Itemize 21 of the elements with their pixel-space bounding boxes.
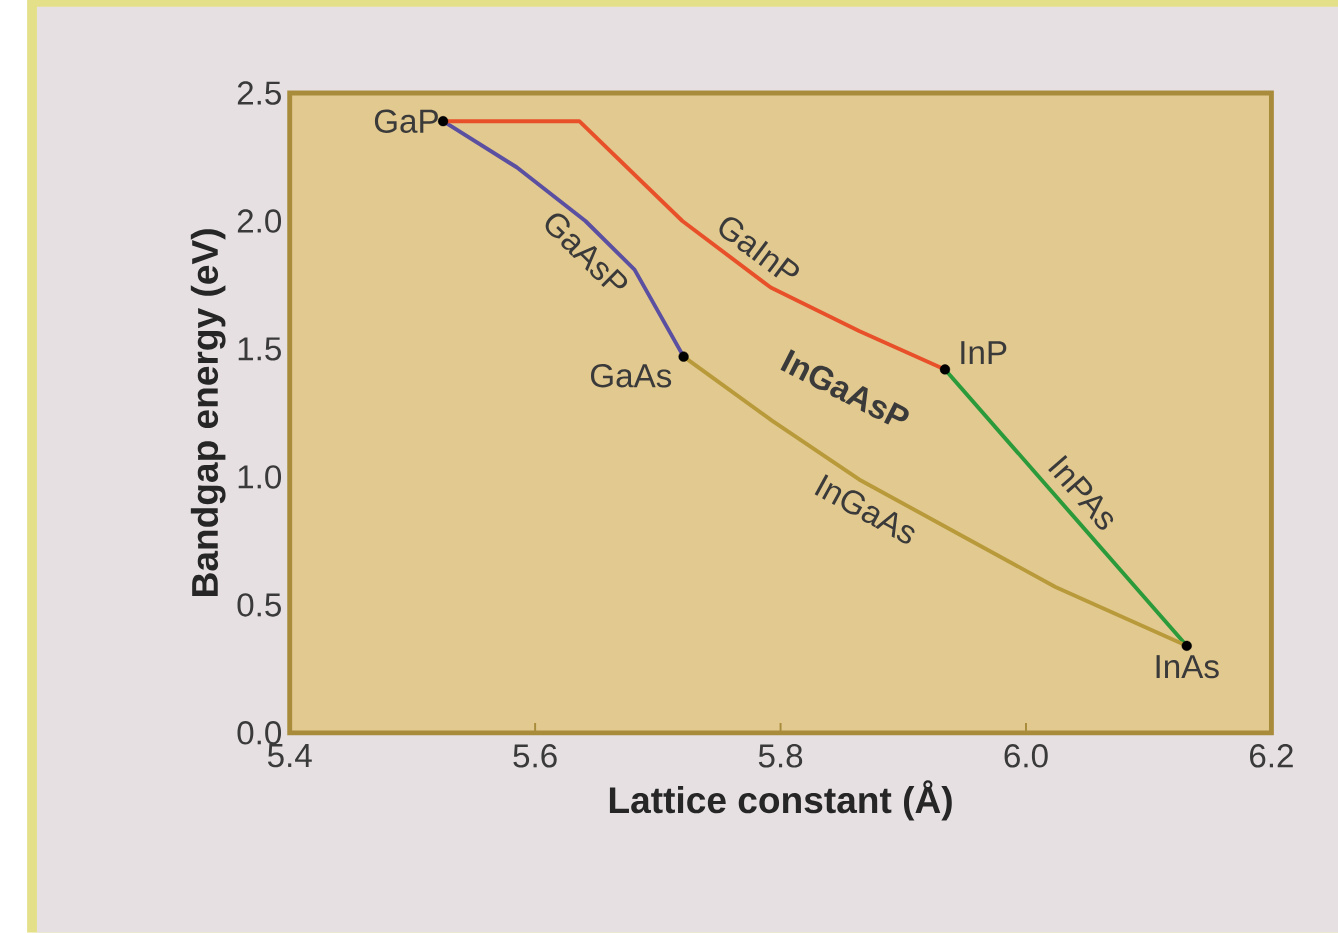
- x-tick-label: 5.6: [513, 744, 557, 768]
- annotation: InAs: [1156, 655, 1219, 679]
- y-tick-label: 1.0: [238, 465, 282, 489]
- x-axis-title: Lattice constant (Å): [609, 780, 952, 821]
- x-tick-label: 5.4: [267, 744, 312, 768]
- annotation: GaP: [374, 109, 438, 134]
- annotation: InP: [961, 341, 1007, 365]
- y-tick-label: 1.5: [238, 337, 281, 361]
- y-tick-label: 0.0: [237, 721, 282, 745]
- point: [1181, 640, 1192, 652]
- point: [437, 116, 449, 127]
- annotation: GaAs: [590, 364, 672, 388]
- y-tick-label: 2.5: [237, 81, 281, 105]
- x-tick-label: 6.2: [1250, 744, 1293, 768]
- y-tick-label: 2.0: [237, 209, 282, 233]
- y-axis-title: Bandgap energy (eV): [190, 229, 226, 597]
- y-tick-label: 0.5: [237, 593, 281, 617]
- x-tick-label: 6.0: [1004, 744, 1048, 768]
- point: [939, 364, 951, 375]
- x-tick-label: 5.8: [758, 744, 803, 768]
- point: [678, 351, 689, 362]
